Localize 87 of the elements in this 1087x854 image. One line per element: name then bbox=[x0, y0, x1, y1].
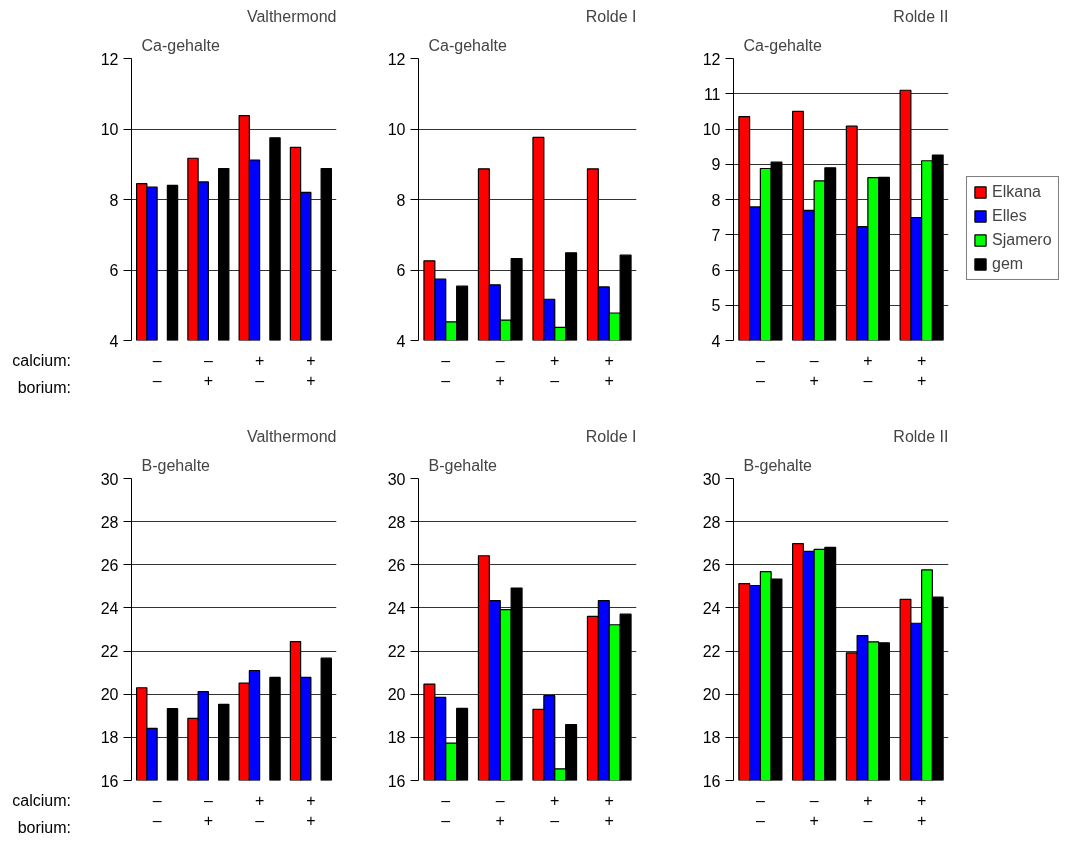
x-tick-label: + – bbox=[550, 351, 560, 389]
y-tick-label: 20 bbox=[100, 686, 119, 704]
y-tick-label: 22 bbox=[387, 643, 406, 661]
y-tick-label: 10 bbox=[100, 121, 119, 138]
x-tick-label: + – bbox=[550, 791, 560, 829]
y-tick-label: 10 bbox=[387, 121, 406, 138]
x-tick-label: – + bbox=[203, 351, 214, 389]
x-tick-label: – + bbox=[809, 351, 819, 389]
x-tick-label: – – bbox=[755, 351, 765, 389]
y-tick-label: 11 bbox=[703, 85, 721, 103]
x-tick-label: – + bbox=[203, 791, 214, 829]
x-tick-label: – – bbox=[152, 791, 162, 829]
y-tick-label: 12 bbox=[100, 50, 119, 68]
y-tick-label: 6 bbox=[109, 262, 119, 279]
y-tick-label: 28 bbox=[702, 513, 721, 531]
legend-label: Elles bbox=[992, 207, 1027, 225]
y-axis-title: Ca-gehalte bbox=[141, 36, 220, 54]
chart-title: Rolde II bbox=[893, 427, 949, 445]
y-tick-label: 8 bbox=[711, 191, 721, 209]
y-tick-label: 30 bbox=[387, 470, 406, 488]
x-tick-label: + + bbox=[916, 791, 927, 829]
x-tick-label: + + bbox=[306, 351, 316, 389]
y-tick-label: 26 bbox=[100, 556, 119, 574]
y-tick-label: 24 bbox=[387, 599, 406, 617]
y-tick-label: 28 bbox=[387, 513, 406, 531]
y-tick-label: 6 bbox=[396, 262, 406, 279]
legend-label: Elkana bbox=[992, 183, 1041, 201]
x-tick-label: – – bbox=[441, 791, 451, 829]
y-tick-label: 18 bbox=[387, 729, 406, 747]
text: borium: bbox=[17, 379, 71, 396]
chart-title: Valthermond bbox=[246, 427, 337, 445]
legend-label: gem bbox=[992, 255, 1024, 273]
y-tick-label: 22 bbox=[702, 643, 721, 661]
chart-title: Rolde I bbox=[585, 427, 637, 445]
y-tick-label: 10 bbox=[702, 121, 721, 138]
text: calcium: bbox=[12, 792, 71, 809]
y-tick-label: 30 bbox=[702, 470, 721, 488]
y-tick-label: 26 bbox=[702, 556, 721, 574]
x-tick-label: – + bbox=[495, 351, 505, 389]
y-tick-label: 24 bbox=[100, 599, 119, 617]
x-tick-label: + + bbox=[604, 791, 614, 829]
y-tick-label: 5 bbox=[711, 297, 721, 315]
y-tick-label: 16 bbox=[702, 772, 721, 790]
y-tick-label: 8 bbox=[109, 191, 119, 209]
y-tick-label: 4 bbox=[109, 332, 119, 350]
y-tick-label: 20 bbox=[702, 686, 721, 704]
y-tick-label: 4 bbox=[396, 332, 406, 350]
y-axis-title: B-gehalte bbox=[743, 456, 813, 474]
chart-title: Rolde II bbox=[893, 7, 949, 25]
x-tick-label: + – bbox=[254, 791, 265, 829]
y-tick-label: 6 bbox=[711, 262, 721, 279]
x-tick-label: – – bbox=[441, 351, 451, 389]
y-tick-label: 18 bbox=[702, 729, 721, 747]
x-tick-label: + – bbox=[254, 351, 265, 389]
x-tick-label: + – bbox=[863, 791, 873, 829]
y-axis-title: Ca-gehalte bbox=[428, 36, 507, 54]
y-tick-label: 16 bbox=[100, 772, 119, 790]
y-axis-title: B-gehalte bbox=[428, 456, 498, 474]
y-tick-label: 7 bbox=[711, 226, 721, 244]
y-tick-label: 12 bbox=[387, 50, 406, 68]
y-tick-label: 4 bbox=[711, 332, 721, 350]
chart-title: Valthermond bbox=[246, 7, 337, 25]
x-tick-label: – – bbox=[755, 791, 765, 829]
text: calcium: bbox=[12, 352, 71, 369]
y-tick-label: 8 bbox=[396, 191, 406, 209]
x-tick-label: – + bbox=[809, 791, 819, 829]
x-tick-label: – + bbox=[495, 791, 505, 829]
x-tick-label: – – bbox=[152, 351, 162, 389]
chart-title: Rolde I bbox=[585, 7, 637, 25]
x-tick-label: + + bbox=[916, 351, 927, 389]
x-tick-label: + + bbox=[306, 791, 316, 829]
y-tick-label: 30 bbox=[100, 470, 119, 488]
y-tick-label: 18 bbox=[100, 729, 119, 747]
y-axis-title: B-gehalte bbox=[141, 456, 211, 474]
y-tick-label: 28 bbox=[100, 513, 119, 531]
text: borium: bbox=[17, 819, 71, 836]
y-tick-label: 22 bbox=[100, 643, 119, 661]
x-tick-label: + + bbox=[604, 351, 614, 389]
y-tick-label: 20 bbox=[387, 686, 406, 704]
y-tick-label: 16 bbox=[387, 772, 406, 790]
y-tick-label: 9 bbox=[711, 156, 721, 174]
y-tick-label: 12 bbox=[702, 50, 721, 68]
y-tick-label: 26 bbox=[387, 556, 406, 574]
y-axis-title: Ca-gehalte bbox=[743, 36, 822, 54]
y-tick-label: 24 bbox=[702, 599, 721, 617]
x-tick-label: + – bbox=[863, 351, 873, 389]
legend-label: Sjamero bbox=[992, 231, 1052, 249]
